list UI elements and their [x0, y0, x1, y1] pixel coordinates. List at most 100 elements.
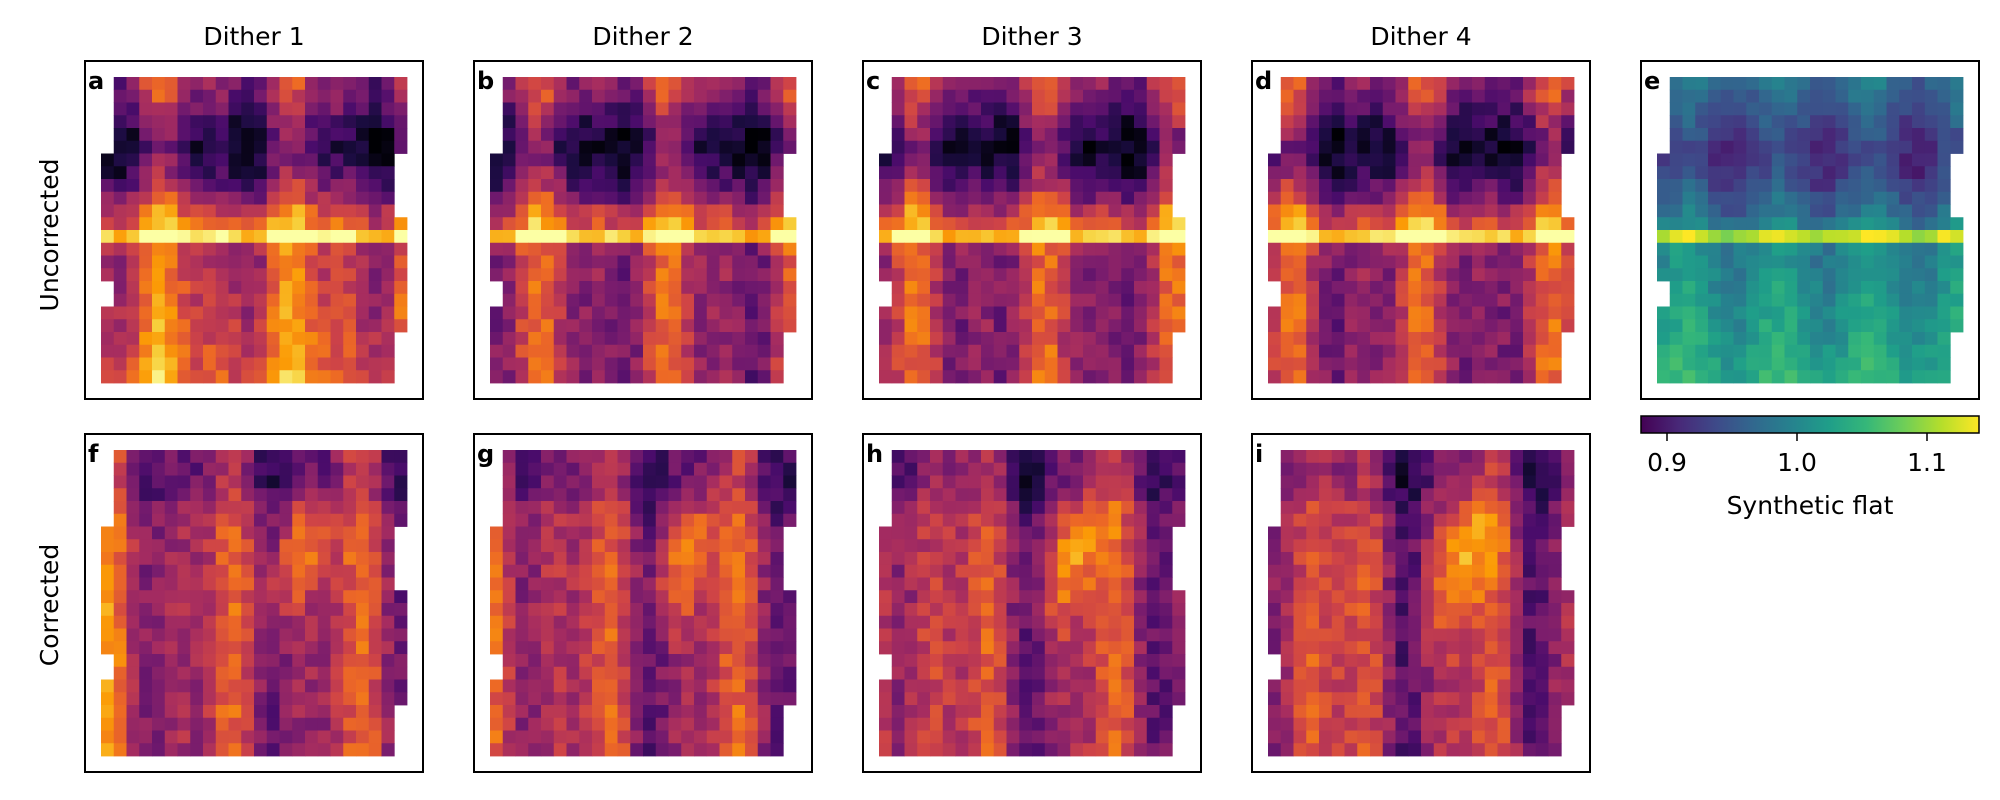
heatmap-cell: [1331, 128, 1345, 142]
heatmap-cell: [1510, 370, 1524, 384]
heatmap-cell: [330, 153, 344, 167]
heatmap-cell: [553, 140, 567, 154]
heatmap-cell: [1019, 255, 1033, 269]
heatmap-cell: [1937, 115, 1951, 129]
heatmap-cell: [1108, 679, 1122, 693]
heatmap-cell: [1472, 590, 1486, 604]
heatmap-cell: [681, 332, 695, 346]
heatmap-cell: [655, 204, 669, 218]
heatmap-cell: [681, 306, 695, 320]
heatmap-cell: [113, 281, 127, 295]
heatmap-cell: [279, 115, 293, 129]
heatmap-cell: [279, 475, 293, 489]
heatmap-cell: [1759, 217, 1773, 231]
heatmap-cell: [279, 128, 293, 142]
heatmap-cell: [1395, 577, 1409, 591]
heatmap-cell: [1523, 281, 1537, 295]
heatmap-cell: [164, 526, 178, 540]
heatmap-cell: [215, 577, 229, 591]
heatmap-cell: [617, 332, 631, 346]
heatmap-cell: [783, 603, 797, 617]
heatmap-cell: [241, 526, 255, 540]
heatmap-cell: [1548, 501, 1562, 515]
heatmap-cell: [1108, 475, 1122, 489]
heatmap-cell: [1344, 115, 1358, 129]
heatmap-cell: [745, 539, 759, 553]
heatmap-cell: [1848, 255, 1862, 269]
heatmap-cell: [1044, 513, 1058, 527]
heatmap-cell: [681, 293, 695, 307]
heatmap-cell: [1044, 217, 1058, 231]
heatmap-cell: [1070, 705, 1084, 719]
heatmap-cell: [164, 513, 178, 527]
heatmap-cell: [732, 615, 746, 629]
heatmap-cell: [917, 552, 931, 566]
heatmap-cell: [1810, 319, 1824, 333]
heatmap-cell: [1886, 89, 1900, 103]
heatmap-cell: [541, 166, 555, 180]
heatmap-cell: [1784, 217, 1798, 231]
heatmap-cell: [1057, 488, 1071, 502]
heatmap-cell: [203, 230, 217, 244]
heatmap-cell: [1446, 344, 1460, 358]
heatmap-cell: [305, 564, 319, 578]
heatmap-cell: [177, 306, 191, 320]
heatmap-cell: [113, 679, 127, 693]
heatmap-cell: [1306, 666, 1320, 680]
heatmap-cell: [1421, 526, 1435, 540]
heatmap-cell: [1357, 513, 1371, 527]
heatmap-cell: [152, 679, 166, 693]
heatmap-cell: [904, 217, 918, 231]
heatmap-cell: [1682, 332, 1696, 346]
heatmap-cell: [655, 281, 669, 295]
heatmap-cell: [330, 344, 344, 358]
heatmap-cell: [1319, 255, 1333, 269]
heatmap-cell: [126, 552, 140, 566]
heatmap-cell: [1146, 692, 1160, 706]
heatmap-cell: [1331, 332, 1345, 346]
heatmap-cell: [1044, 577, 1058, 591]
heatmap-cell: [1280, 153, 1294, 167]
heatmap-cell: [719, 564, 733, 578]
heatmap-cell: [1382, 128, 1396, 142]
heatmap-cell: [604, 140, 618, 154]
heatmap-cell: [904, 590, 918, 604]
heatmap-cell: [203, 501, 217, 515]
heatmap-cell: [177, 564, 191, 578]
heatmap-cell: [1280, 179, 1294, 193]
heatmap-cell: [1924, 166, 1938, 180]
heatmap-cell: [113, 306, 127, 320]
heatmap-cell: [1497, 140, 1511, 154]
heatmap-cell: [528, 475, 542, 489]
heatmap-cell: [1019, 140, 1033, 154]
heatmap-cell: [1306, 488, 1320, 502]
heatmap-cell: [1331, 615, 1345, 629]
heatmap-cell: [1331, 590, 1345, 604]
heatmap-cell: [694, 564, 708, 578]
heatmap-cell: [1280, 370, 1294, 384]
heatmap-cell: [1408, 539, 1422, 553]
heatmap-cell: [891, 692, 905, 706]
heatmap-cell: [1159, 615, 1173, 629]
heatmap-cell: [879, 679, 893, 693]
panel-label-e: e: [1644, 67, 1660, 95]
heatmap-cell: [266, 370, 280, 384]
heatmap-cell: [164, 370, 178, 384]
heatmap-cell: [1771, 89, 1785, 103]
heatmap-cell: [968, 204, 982, 218]
heatmap-cell: [381, 344, 395, 358]
heatmap-cell: [1523, 450, 1537, 464]
heatmap-cell: [528, 319, 542, 333]
heatmap-cell: [113, 564, 127, 578]
heatmap-cell: [515, 705, 529, 719]
heatmap-cell: [732, 692, 746, 706]
heatmap-cell: [279, 230, 293, 244]
heatmap-cell: [655, 513, 669, 527]
heatmap-cell: [942, 89, 956, 103]
heatmap-cell: [630, 255, 644, 269]
heatmap-cell: [1006, 475, 1020, 489]
heatmap-cell: [1669, 319, 1683, 333]
heatmap-cell: [541, 501, 555, 515]
heatmap-cell: [1733, 115, 1747, 129]
heatmap-cell: [904, 344, 918, 358]
